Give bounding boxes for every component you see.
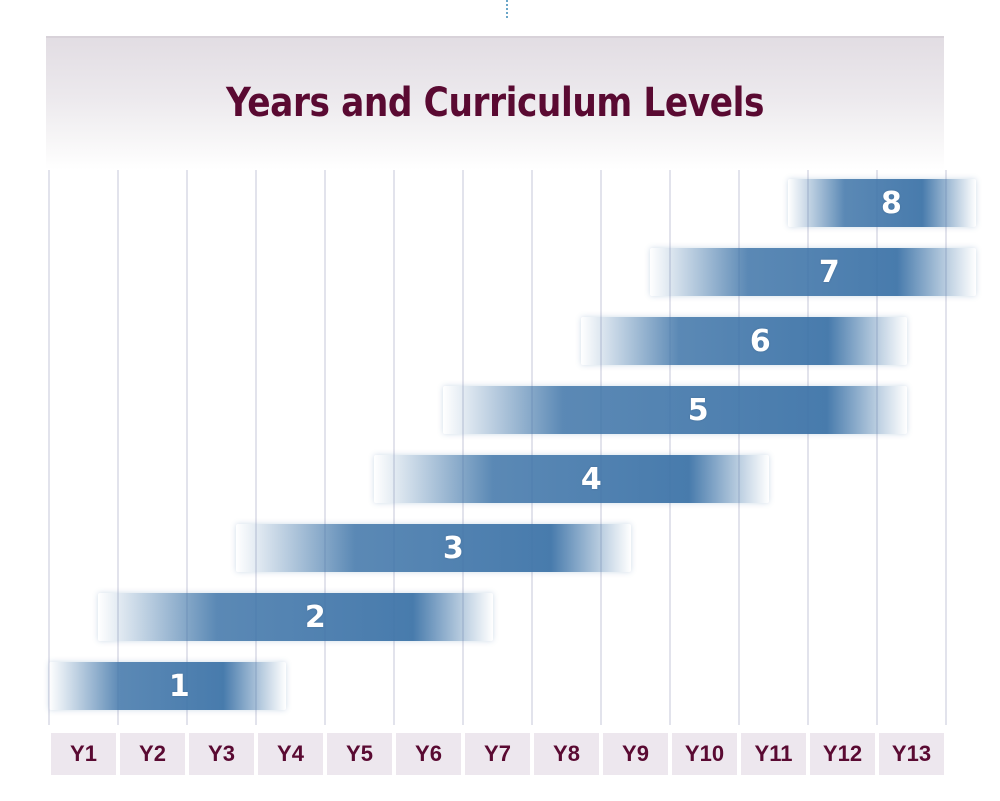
gridline xyxy=(462,170,464,725)
level-band-4: 4 xyxy=(374,455,769,503)
level-band-7: 7 xyxy=(650,248,976,296)
year-label-y6: Y6 xyxy=(396,733,461,775)
level-label-7: 7 xyxy=(818,254,840,290)
year-label-y1: Y1 xyxy=(51,733,116,775)
level-label-1: 1 xyxy=(168,668,190,704)
gridline xyxy=(738,170,740,725)
year-label-y7: Y7 xyxy=(465,733,530,775)
level-label-8: 8 xyxy=(880,185,902,221)
gridline xyxy=(876,170,878,725)
level-band-2: 2 xyxy=(98,593,493,641)
diagram-title: Years and Curriculum Levels xyxy=(225,80,765,126)
gridline xyxy=(324,170,326,725)
year-label-y9: Y9 xyxy=(603,733,668,775)
dotted-connector xyxy=(506,0,508,18)
gridline xyxy=(393,170,395,725)
level-band-5: 5 xyxy=(443,386,907,434)
gridline xyxy=(117,170,119,725)
gridline xyxy=(531,170,533,725)
gridline xyxy=(669,170,671,725)
gridline xyxy=(807,170,809,725)
gridline xyxy=(255,170,257,725)
gridline xyxy=(600,170,602,725)
year-label-y11: Y11 xyxy=(741,733,806,775)
year-label-y4: Y4 xyxy=(258,733,323,775)
year-label-y2: Y2 xyxy=(120,733,185,775)
level-band-3: 3 xyxy=(236,524,631,572)
level-label-4: 4 xyxy=(580,461,602,497)
year-label-y5: Y5 xyxy=(327,733,392,775)
gridline xyxy=(48,170,50,725)
year-label-y10: Y10 xyxy=(672,733,737,775)
level-band-6: 6 xyxy=(581,317,907,365)
title-header: Years and Curriculum Levels xyxy=(46,36,944,170)
year-label-y13: Y13 xyxy=(879,733,944,775)
year-label-y8: Y8 xyxy=(534,733,599,775)
level-band-8: 8 xyxy=(788,179,976,227)
level-label-5: 5 xyxy=(687,392,709,428)
year-label-y3: Y3 xyxy=(189,733,254,775)
level-label-6: 6 xyxy=(749,323,771,359)
gridline xyxy=(186,170,188,725)
level-label-3: 3 xyxy=(442,530,464,566)
level-band-1: 1 xyxy=(49,662,286,710)
gridline xyxy=(945,170,947,725)
level-label-2: 2 xyxy=(304,599,326,635)
year-label-y12: Y12 xyxy=(810,733,875,775)
